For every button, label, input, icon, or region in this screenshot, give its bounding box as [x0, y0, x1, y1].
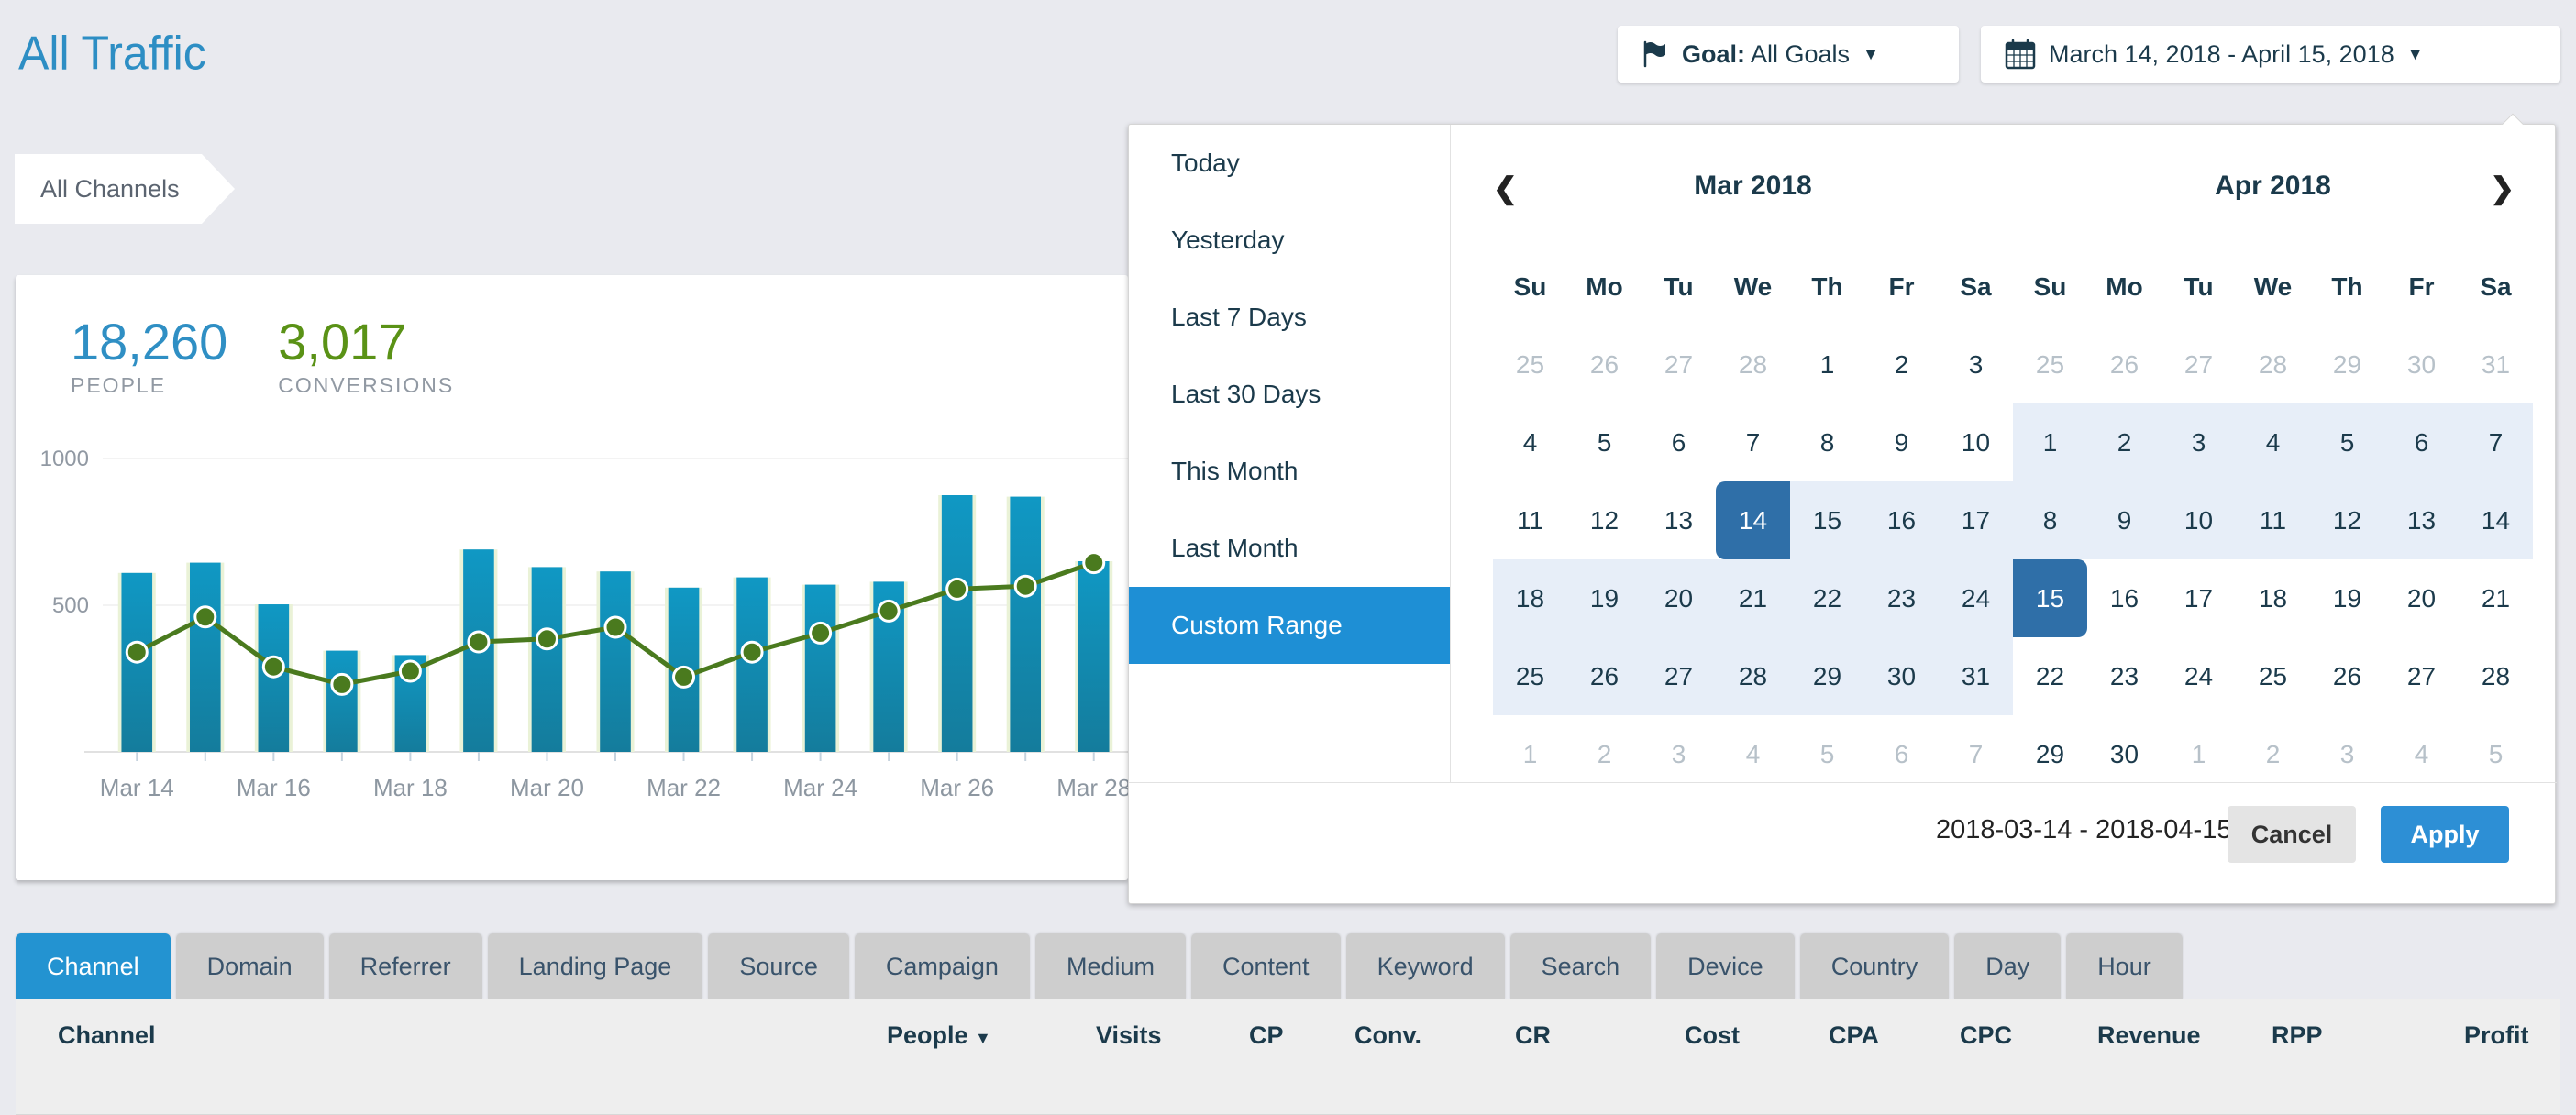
svg-text:Mar 24: Mar 24	[783, 774, 857, 801]
svg-text:Mar 14: Mar 14	[100, 774, 174, 801]
svg-text:Mar 28: Mar 28	[1056, 774, 1128, 801]
svg-text:Mar 18: Mar 18	[373, 774, 448, 801]
svg-text:Mar 20: Mar 20	[510, 774, 584, 801]
svg-text:Mar 22: Mar 22	[647, 774, 721, 801]
svg-text:500: 500	[52, 593, 89, 618]
svg-text:Mar 16: Mar 16	[237, 774, 311, 801]
svg-text:1000: 1000	[40, 449, 89, 471]
svg-text:Mar 26: Mar 26	[920, 774, 994, 801]
